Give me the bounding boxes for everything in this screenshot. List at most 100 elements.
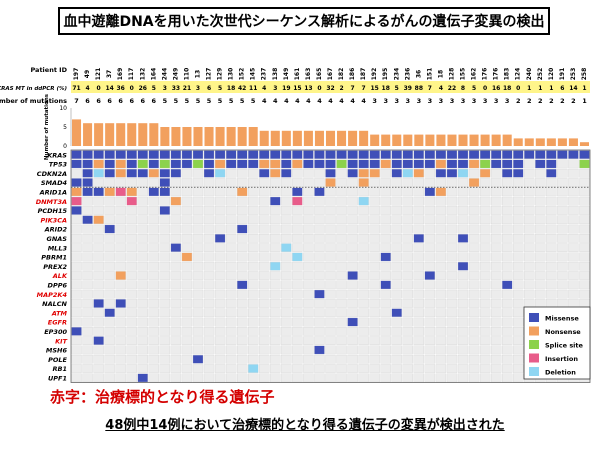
mutation-cell [71, 196, 82, 206]
mutation-cell [358, 206, 369, 215]
mutation-cell [457, 373, 469, 383]
mutation-cell [358, 280, 369, 290]
mutation-cell [579, 271, 590, 280]
patient-id: 252 [537, 68, 544, 81]
mutation-cell [524, 299, 535, 308]
mutation-cell [214, 364, 226, 373]
mutation-cell [248, 289, 259, 299]
mutation-cell [424, 317, 436, 327]
mutation-cell [358, 215, 369, 225]
patient-id: 167 [327, 68, 334, 81]
mutation-bar [480, 134, 490, 146]
mutation-cell [435, 159, 447, 169]
mutation-cell [236, 299, 248, 308]
mutation-bar [270, 130, 280, 146]
mutation-cell [402, 243, 413, 252]
mutation-cell [104, 308, 115, 318]
mutation-cell [214, 159, 226, 169]
mutation-cell [435, 168, 447, 178]
mutation-cell [468, 336, 480, 345]
mutation-count: 6 [129, 97, 134, 105]
mutation-cell [71, 252, 82, 262]
mutation-cell [159, 215, 171, 225]
mutation-cell [71, 243, 82, 252]
mutation-cell [391, 234, 402, 243]
mutation-cell [259, 354, 270, 364]
mutation-cell [259, 187, 270, 197]
mutation-cell [115, 327, 126, 336]
mutation-cell [579, 187, 590, 197]
patient-id: 237 [261, 68, 268, 81]
mutation-cell [314, 224, 325, 234]
mutation-bar [359, 130, 369, 146]
mutation-cell [71, 187, 82, 197]
mutation-cell [137, 308, 148, 318]
mutation-cell [192, 280, 204, 290]
mutation-cell [281, 234, 292, 243]
mutation-cell [446, 187, 458, 197]
mutation-cell [513, 187, 524, 197]
mutation-cell [115, 280, 126, 290]
mutation-bar [259, 130, 269, 146]
kras-mt-value: 33 [172, 85, 180, 92]
mutation-cell [325, 327, 336, 336]
mutation-cell [468, 215, 480, 225]
mutation-cell [148, 308, 159, 318]
mutation-cell [71, 271, 82, 280]
mutation-cell [225, 354, 237, 364]
mutation-cell [148, 234, 159, 243]
mutation-cell [413, 289, 425, 299]
mutation-cell [424, 215, 436, 225]
mutation-cell [446, 317, 458, 327]
mutation-cell [490, 150, 502, 159]
mutation-cell [446, 336, 458, 345]
mutation-cell [181, 168, 193, 178]
mutation-cell [391, 308, 402, 318]
mutation-cell [513, 280, 524, 290]
patient-id: 191 [559, 68, 566, 81]
mutation-cell [292, 243, 303, 252]
mutation-cell [479, 354, 491, 364]
mutation-cell [225, 206, 237, 215]
mutation-cell [115, 261, 126, 271]
mutation-cell [148, 252, 159, 262]
mutation-cell [513, 234, 524, 243]
mutation-cell [424, 252, 436, 262]
mutation-cell [380, 289, 391, 299]
kras-mt-value: 18 [503, 85, 511, 92]
mutation-cell [214, 234, 226, 243]
mutation-cell [336, 168, 347, 178]
mutation-cell [93, 159, 104, 169]
mutation-cell [391, 317, 402, 327]
mutation-cell [358, 336, 369, 345]
mutation-cell [314, 261, 325, 271]
mutation-cell [347, 289, 358, 299]
patient-id: 161 [294, 68, 301, 81]
mutation-cell [115, 168, 126, 178]
mutation-cell [104, 317, 115, 327]
patient-id: 127 [206, 68, 213, 81]
mutation-cell [170, 187, 182, 197]
mutation-cell [502, 168, 513, 178]
mutation-cell [446, 271, 458, 280]
mutation-cell [71, 178, 82, 187]
mutation-cell [148, 317, 159, 327]
mutation-cell [347, 354, 358, 364]
mutation-cell [380, 196, 391, 206]
mutation-cell [579, 243, 590, 252]
mutation-cell [192, 271, 204, 280]
mutation-cell [457, 243, 469, 252]
mutation-cell [325, 196, 336, 206]
mutation-cell [535, 196, 546, 206]
mutation-cell [93, 280, 104, 290]
mutation-cell [402, 206, 413, 215]
mutation-cell [446, 308, 458, 318]
mutation-cell [314, 336, 325, 345]
mutation-cell [524, 187, 535, 197]
mutation-cell [347, 215, 358, 225]
mutation-cell [82, 364, 93, 373]
kras-mt-value: 7 [350, 85, 354, 92]
mutation-cell [270, 280, 281, 290]
gene-label: TP53 [49, 161, 68, 169]
